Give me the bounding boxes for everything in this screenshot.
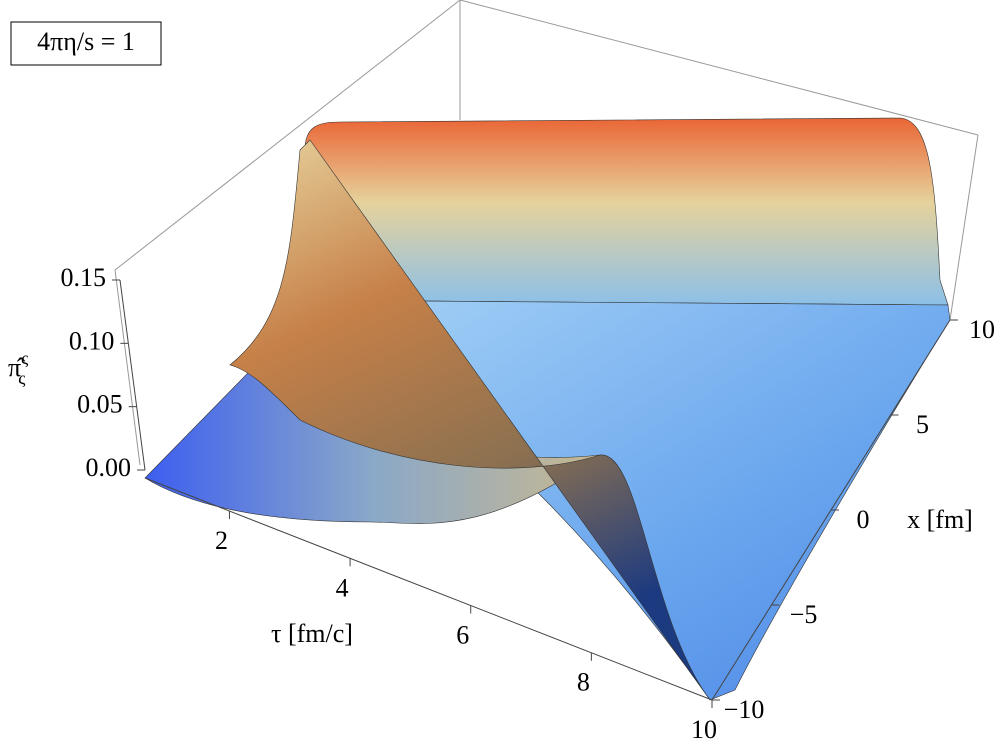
surface-ridge xyxy=(229,139,711,701)
x-axis xyxy=(144,477,713,701)
x-tick-label: 6 xyxy=(456,621,469,650)
z-axis xyxy=(119,279,146,471)
surface-wall xyxy=(289,117,949,306)
annotation: 4πη/s = 1 xyxy=(37,27,135,56)
y-tick-label: −5 xyxy=(790,600,818,629)
x-tick-label: 10 xyxy=(691,715,717,744)
x-tick-label: 2 xyxy=(215,526,228,555)
y-tick-label: 5 xyxy=(916,410,929,439)
y-tick-label: −10 xyxy=(724,695,765,724)
y-tick-label: 0 xyxy=(857,505,870,534)
z-tick-label: 0.05 xyxy=(77,390,123,419)
x-tick-label: 4 xyxy=(336,573,349,602)
y-tick-label: 10 xyxy=(969,315,995,344)
x-axis-label: τ [fm/c] xyxy=(271,619,353,648)
z-tick-label: 0.10 xyxy=(69,326,115,355)
annotation-box xyxy=(10,21,162,66)
x-tick-label: 8 xyxy=(577,668,590,697)
z-tick-label: 0.00 xyxy=(86,453,132,482)
z-label-sup: ς xyxy=(21,348,28,368)
y-axis-label: x [fm] xyxy=(907,505,973,534)
surface xyxy=(144,117,951,701)
z-tick-label: 0.15 xyxy=(61,263,107,292)
z-axis-label: π̂ς ς xyxy=(8,348,28,388)
z-label-sub: ς xyxy=(18,368,25,388)
